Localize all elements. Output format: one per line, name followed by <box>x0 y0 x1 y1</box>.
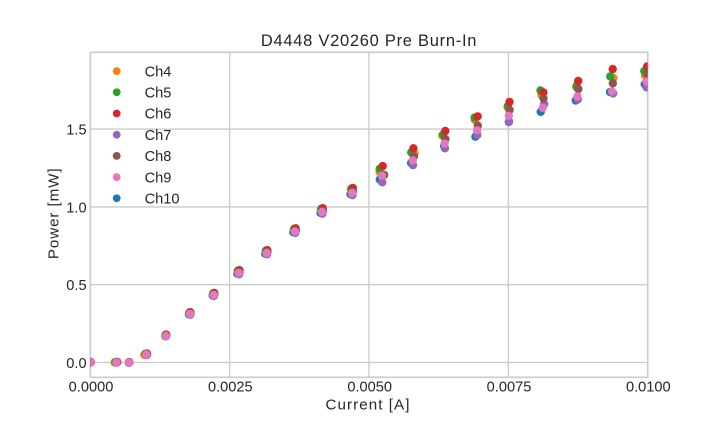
svg-text:0.5: 0.5 <box>66 278 86 294</box>
svg-text:0.0000: 0.0000 <box>69 380 114 396</box>
svg-text:Ch10: Ch10 <box>145 192 180 208</box>
svg-text:1.5: 1.5 <box>66 123 86 139</box>
svg-text:0.0: 0.0 <box>66 356 86 372</box>
svg-text:Ch7: Ch7 <box>145 128 172 144</box>
svg-text:0.0050: 0.0050 <box>347 380 392 396</box>
svg-text:0.0075: 0.0075 <box>487 380 532 396</box>
svg-text:Ch9: Ch9 <box>145 170 172 186</box>
svg-text:Ch5: Ch5 <box>145 86 172 102</box>
svg-text:0.0100: 0.0100 <box>626 380 671 396</box>
svg-text:Ch8: Ch8 <box>145 149 172 165</box>
svg-text:0.0025: 0.0025 <box>208 380 253 396</box>
svg-text:Current [A]: Current [A] <box>326 397 411 414</box>
svg-text:Ch6: Ch6 <box>145 107 172 123</box>
svg-text:D4448 V20260 Pre Burn-In: D4448 V20260 Pre Burn-In <box>261 32 477 50</box>
svg-text:1.0: 1.0 <box>66 200 86 216</box>
svg-text:Power [mW]: Power [mW] <box>46 167 63 259</box>
svg-text:Ch4: Ch4 <box>145 64 172 80</box>
